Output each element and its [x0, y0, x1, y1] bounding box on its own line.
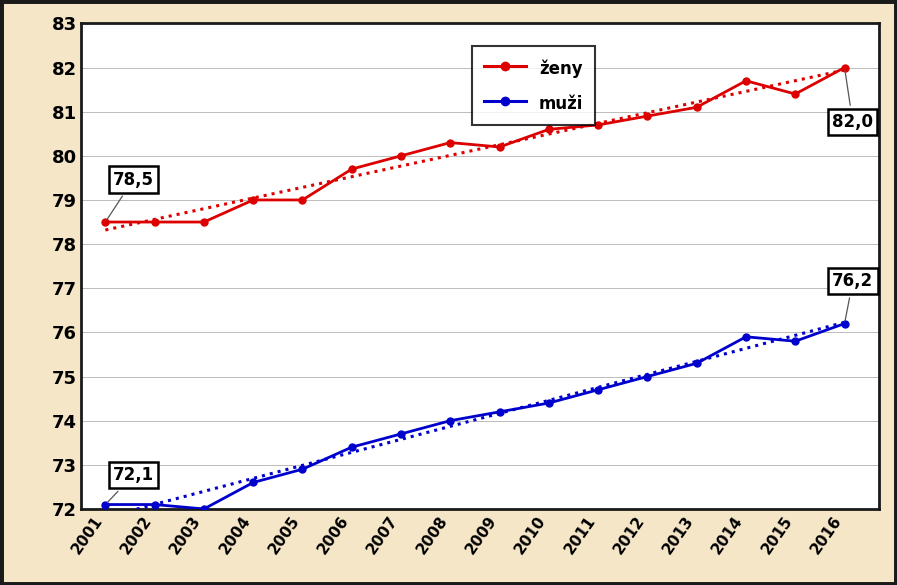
muži	[100, 501, 110, 508]
ženy	[445, 139, 456, 146]
muži	[149, 501, 160, 508]
muži	[840, 320, 850, 327]
ženy	[593, 122, 604, 129]
Line: ženy: ženy	[102, 64, 848, 225]
ženy	[396, 152, 406, 159]
ženy	[642, 112, 653, 119]
muži	[346, 443, 357, 450]
Legend: ženy, muži: ženy, muži	[472, 46, 595, 125]
ženy	[198, 219, 209, 226]
muži	[642, 373, 653, 380]
muži	[544, 400, 554, 407]
muži	[445, 417, 456, 424]
ženy	[494, 143, 505, 150]
ženy	[741, 77, 752, 84]
muži	[396, 431, 406, 438]
ženy	[692, 104, 702, 111]
muži	[790, 338, 801, 345]
ženy	[297, 197, 308, 204]
muži	[692, 360, 702, 367]
Text: 78,5: 78,5	[107, 170, 153, 220]
Text: 82,0: 82,0	[832, 70, 874, 131]
ženy	[544, 126, 554, 133]
Line: muži: muži	[102, 320, 848, 512]
ženy	[248, 197, 258, 204]
ženy	[346, 166, 357, 173]
ženy	[149, 219, 160, 226]
Text: 76,2: 76,2	[832, 272, 874, 321]
Text: 72,1: 72,1	[108, 466, 154, 503]
ženy	[790, 91, 801, 98]
ženy	[840, 64, 850, 71]
muži	[593, 386, 604, 393]
muži	[198, 505, 209, 512]
muži	[248, 479, 258, 486]
muži	[494, 408, 505, 415]
muži	[297, 466, 308, 473]
muži	[741, 333, 752, 340]
ženy	[100, 219, 110, 226]
